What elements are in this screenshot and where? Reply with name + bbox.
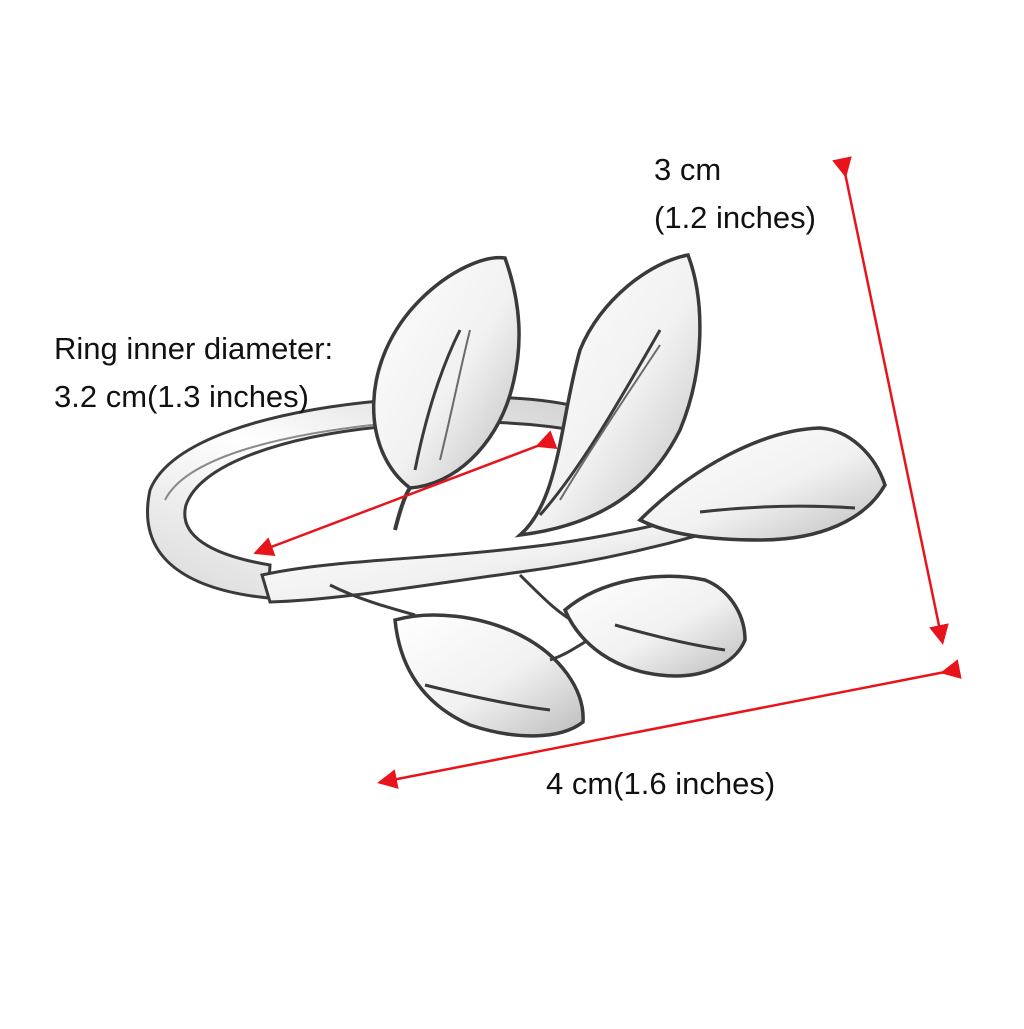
- height-inch-value: (1.2 inches): [654, 200, 816, 235]
- ring-diameter-value: 3.2 cm(1.3 inches): [54, 379, 309, 414]
- leaf-bottom: [393, 613, 586, 738]
- leaf-right-top: [637, 426, 887, 542]
- dimension-arrows: [253, 156, 962, 789]
- height-label: 3 cm (1.2 inches): [654, 146, 816, 242]
- arrow-height: [832, 156, 949, 645]
- leaf-right-lower: [562, 574, 747, 678]
- arrow-ring-diameter: [253, 430, 558, 557]
- ring-diameter-label: Ring inner diameter: 3.2 cm(1.3 inches): [54, 325, 333, 421]
- width-value: 4 cm(1.6 inches): [546, 766, 776, 801]
- leaf-upper-left: [372, 255, 521, 531]
- height-cm-value: 3 cm: [654, 152, 722, 187]
- arrow-width: [377, 659, 962, 789]
- ring-diameter-title: Ring inner diameter:: [54, 331, 334, 366]
- width-label: 4 cm(1.6 inches): [546, 760, 775, 808]
